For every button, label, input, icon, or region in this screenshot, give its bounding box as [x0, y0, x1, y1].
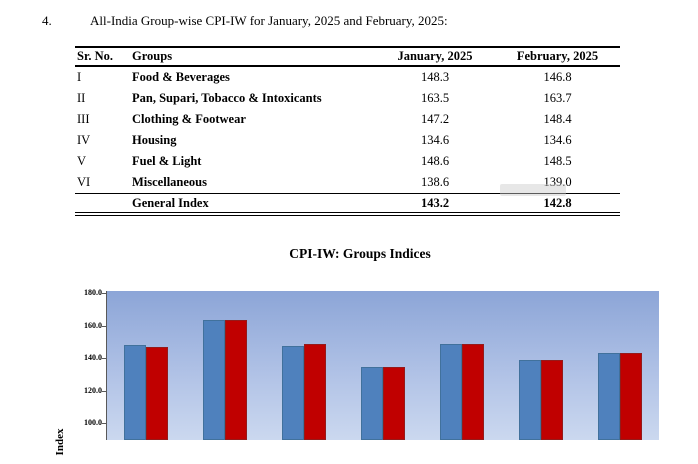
y-axis-tick: [102, 358, 106, 359]
col-header-groups: Groups: [130, 47, 375, 67]
bar-february: [146, 346, 169, 440]
y-axis-tick: [102, 325, 106, 327]
section-number: 4.: [42, 13, 52, 28]
cell-feb: 134.6: [543, 133, 572, 147]
bar-february: [383, 366, 405, 440]
table-row: I Food & Beverages 148.3 146.8: [75, 66, 620, 88]
cell-group: Clothing & Footwear: [132, 112, 246, 126]
cell-sr: II: [77, 91, 86, 105]
bar-january: [124, 344, 147, 440]
col-header-january: January, 2025: [375, 47, 495, 67]
y-axis-tick-label: 100.0: [84, 418, 102, 427]
table-body: I Food & Beverages 148.3 146.8 II Pan, Supari…: [75, 66, 620, 194]
cell-jan: 148.3: [420, 70, 450, 84]
cell-jan: 163.5: [420, 91, 450, 105]
table-row: V Fuel & Light 148.6 148.5: [75, 151, 620, 172]
y-axis-tick: [102, 423, 106, 424]
cell-feb: 142.8: [495, 193, 620, 216]
cell-sr: IV: [77, 133, 91, 147]
cell-feb: 139.0: [543, 175, 572, 189]
y-axis-tick: [102, 390, 106, 392]
bar-february: [619, 353, 642, 440]
bar-january: [361, 366, 383, 440]
y-axis-tick-label: 160.0: [84, 320, 102, 330]
cell-feb: 148.4: [543, 112, 572, 126]
cell-feb: 163.7: [543, 91, 572, 105]
cell-jan: 138.6: [420, 175, 450, 189]
y-axis-tick-label: 180.0: [84, 288, 102, 297]
bar-february: [225, 319, 248, 440]
chart: Index 180.0 160.0 140.0 120.0 100.0: [54, 288, 659, 455]
table-row: III Clothing & Footwear 147.2 148.4: [75, 109, 620, 130]
table-footer-row: General Index 143.2 142.8: [75, 193, 620, 216]
y-axis-tick-label: 120.0: [84, 385, 102, 395]
table-row: IV Housing 134.6 134.6: [75, 130, 620, 151]
y-axis-tick: [102, 293, 106, 294]
cell-group: Miscellaneous: [132, 175, 207, 189]
cell-sr: VI: [77, 175, 91, 189]
cell-group: General Index: [130, 193, 375, 216]
bar-february: [461, 344, 484, 440]
section-heading: 4. All-India Group-wise CPI-IW for Janua…: [42, 13, 448, 29]
section-heading-text: All-India Group-wise CPI-IW for January,…: [90, 13, 448, 28]
table-header-row: Sr. No. Groups January, 2025 February, 2…: [75, 47, 620, 67]
cell-sr: V: [77, 154, 87, 168]
col-header-february: February, 2025: [495, 47, 620, 67]
cell-group: Housing: [132, 133, 177, 147]
cell-sr: III: [77, 112, 90, 126]
bar-january: [203, 319, 226, 440]
cell-group: Food & Beverages: [132, 70, 230, 84]
bar-february: [540, 359, 563, 440]
scan-artifact: [500, 184, 566, 196]
table-row: II Pan, Supari, Tobacco & Intoxicants 163.…: [75, 88, 620, 109]
cell-sr: I: [77, 70, 82, 84]
cell-group: Pan, Supari, Tobacco & Intoxicants: [132, 91, 322, 105]
col-header-sr-no: Sr. No.: [75, 47, 130, 67]
table-row: VI Miscellaneous 138.6 139.0: [75, 172, 620, 194]
cell-feb: 146.8: [543, 70, 572, 84]
cell-jan: 147.2: [420, 112, 450, 126]
bar-january: [518, 360, 541, 440]
bar-january: [439, 344, 462, 440]
cell-jan: 134.6: [420, 133, 450, 147]
bar-january: [282, 346, 305, 440]
bar-january: [597, 352, 620, 440]
y-axis-line: [106, 291, 107, 440]
cpi-table: Sr. No. Groups January, 2025 February, 2…: [75, 46, 620, 216]
chart-title: CPI-IW: Groups Indices: [289, 246, 431, 261]
bar-february: [304, 344, 327, 440]
cell-jan: 143.2: [375, 193, 495, 216]
cell-jan: 148.6: [420, 154, 450, 168]
y-axis-tick-label: 140.0: [84, 353, 102, 362]
cell-feb: 148.5: [543, 154, 572, 168]
cell-group: Fuel & Light: [132, 154, 202, 168]
cell-sr: [75, 193, 130, 216]
